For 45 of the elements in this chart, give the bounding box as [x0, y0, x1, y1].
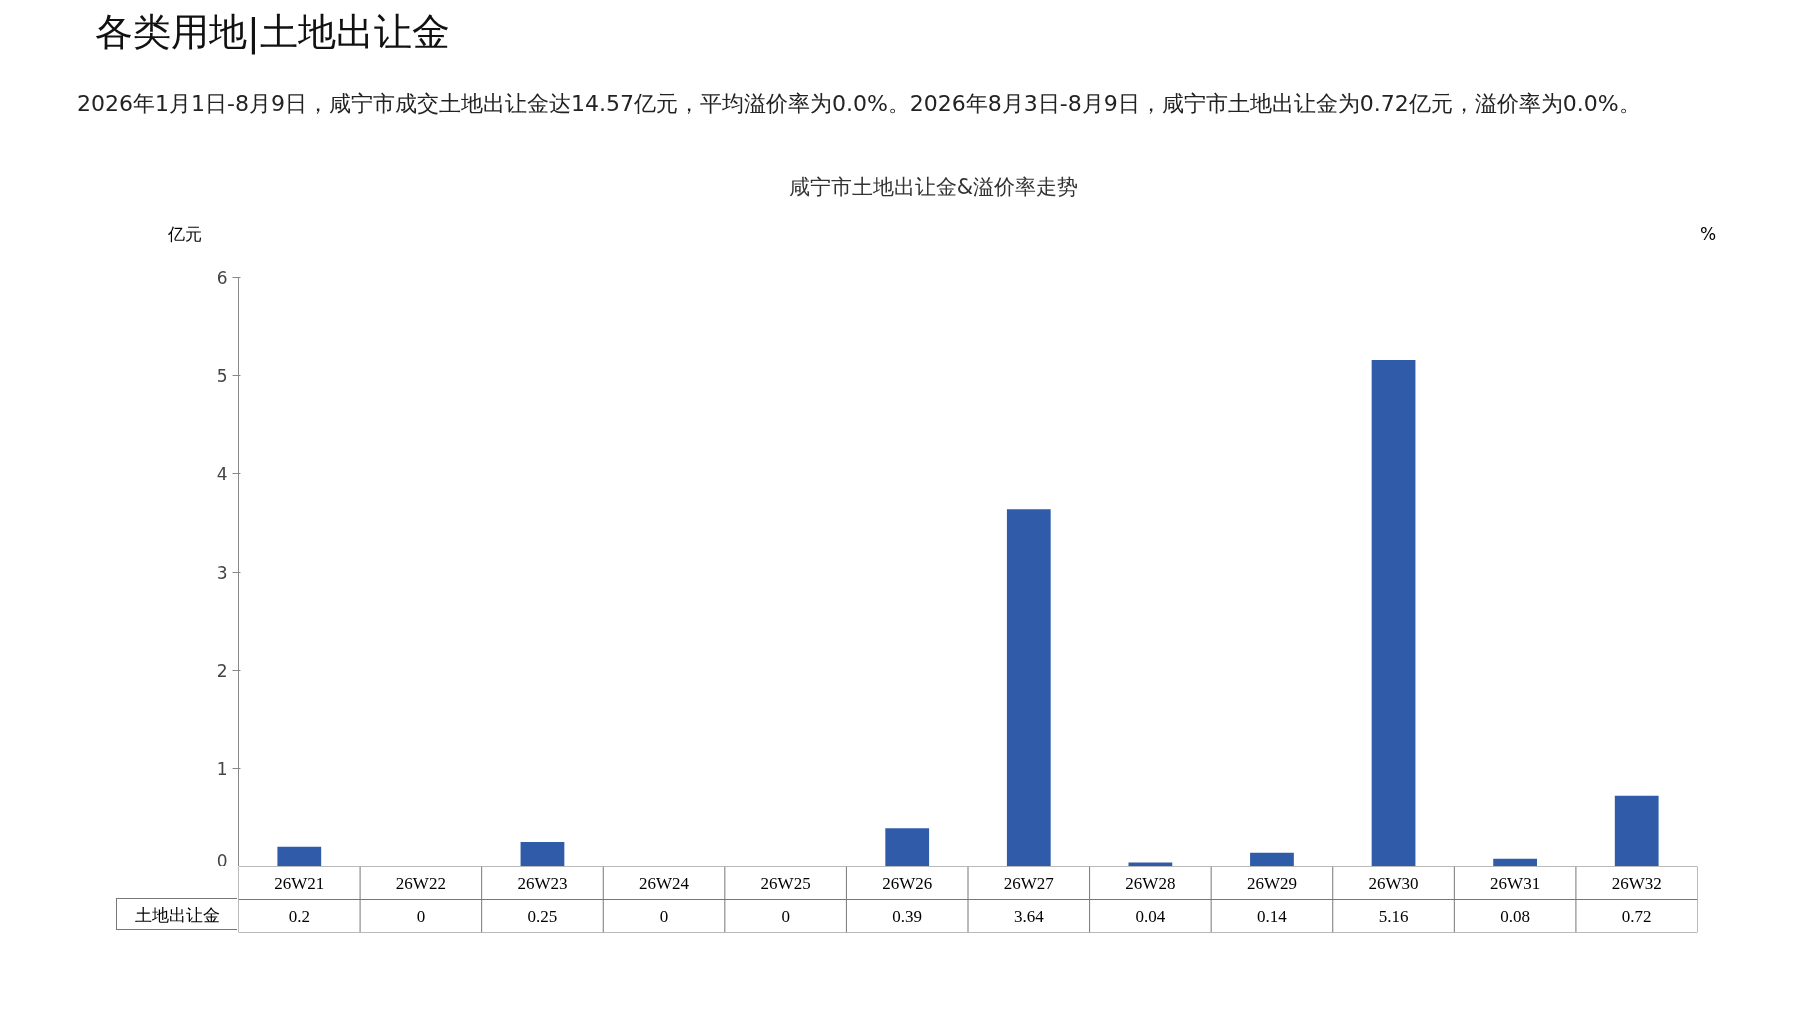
bar: [885, 828, 930, 866]
y-tick-label: 3: [216, 562, 228, 583]
y-tick-label: 5: [216, 366, 228, 387]
y-axis-title: 亿元: [168, 223, 202, 246]
x-tick-label: 26W21: [274, 873, 325, 893]
x-tick-label: 26W29: [1246, 873, 1297, 893]
y-tick-label: 1: [216, 758, 228, 779]
x-tick-label: 26W31: [1490, 873, 1541, 893]
text: 土地出让金: [116, 898, 237, 930]
x-tick-label: 26W27: [1003, 873, 1055, 893]
y-tick-label: 0: [216, 850, 228, 871]
bar: [1614, 795, 1659, 866]
bar: [520, 841, 565, 866]
bar: [277, 846, 322, 866]
text: 2026年1月1日-8月9日，咸宁市成交土地出让金达14.57亿元，平均溢价率为0.0%。2026年8月3日-8月9日，咸宁市土地出让金为0.72亿元，溢价率为0.0%。: [77, 90, 1641, 118]
text: 各类用地|土地出让金: [95, 9, 450, 57]
x-tick-label: 26W22: [395, 873, 446, 893]
bar: [1006, 509, 1051, 866]
x-tick-label: 26W24: [639, 873, 690, 893]
data-label: 0.72: [1621, 906, 1652, 926]
data-label: 0: [659, 906, 669, 926]
data-label: 0.14: [1257, 906, 1288, 926]
data-label: 0.39: [892, 906, 923, 926]
data-label: 0.25: [527, 906, 558, 926]
bar: [1493, 858, 1538, 866]
y-tick-label: 2: [216, 660, 228, 681]
bar: [1371, 359, 1416, 866]
x-tick-label: 26W30: [1368, 873, 1419, 893]
data-label: 0: [416, 906, 426, 926]
y-tick-label: 4: [216, 464, 228, 485]
x-tick-label: 26W25: [760, 873, 811, 893]
data-label: 0.04: [1135, 906, 1166, 926]
data-label: 3.64: [1013, 906, 1045, 926]
x-tick-label: 26W26: [882, 873, 933, 893]
y2-axis-title: %: [1700, 223, 1717, 246]
data-label: 0: [781, 906, 790, 926]
x-tick-label: 26W32: [1611, 873, 1662, 893]
data-label: 5.16: [1378, 906, 1409, 926]
data-label: 0.08: [1500, 906, 1530, 926]
x-tick-label: 26W28: [1125, 873, 1176, 893]
data-label: 0.2: [288, 906, 310, 926]
chart-title: 咸宁市土地出让金&溢价率走势: [788, 174, 1079, 201]
bar: [1250, 852, 1294, 866]
y-tick-label: 6: [216, 268, 228, 288]
x-tick-label: 26W23: [517, 873, 568, 893]
